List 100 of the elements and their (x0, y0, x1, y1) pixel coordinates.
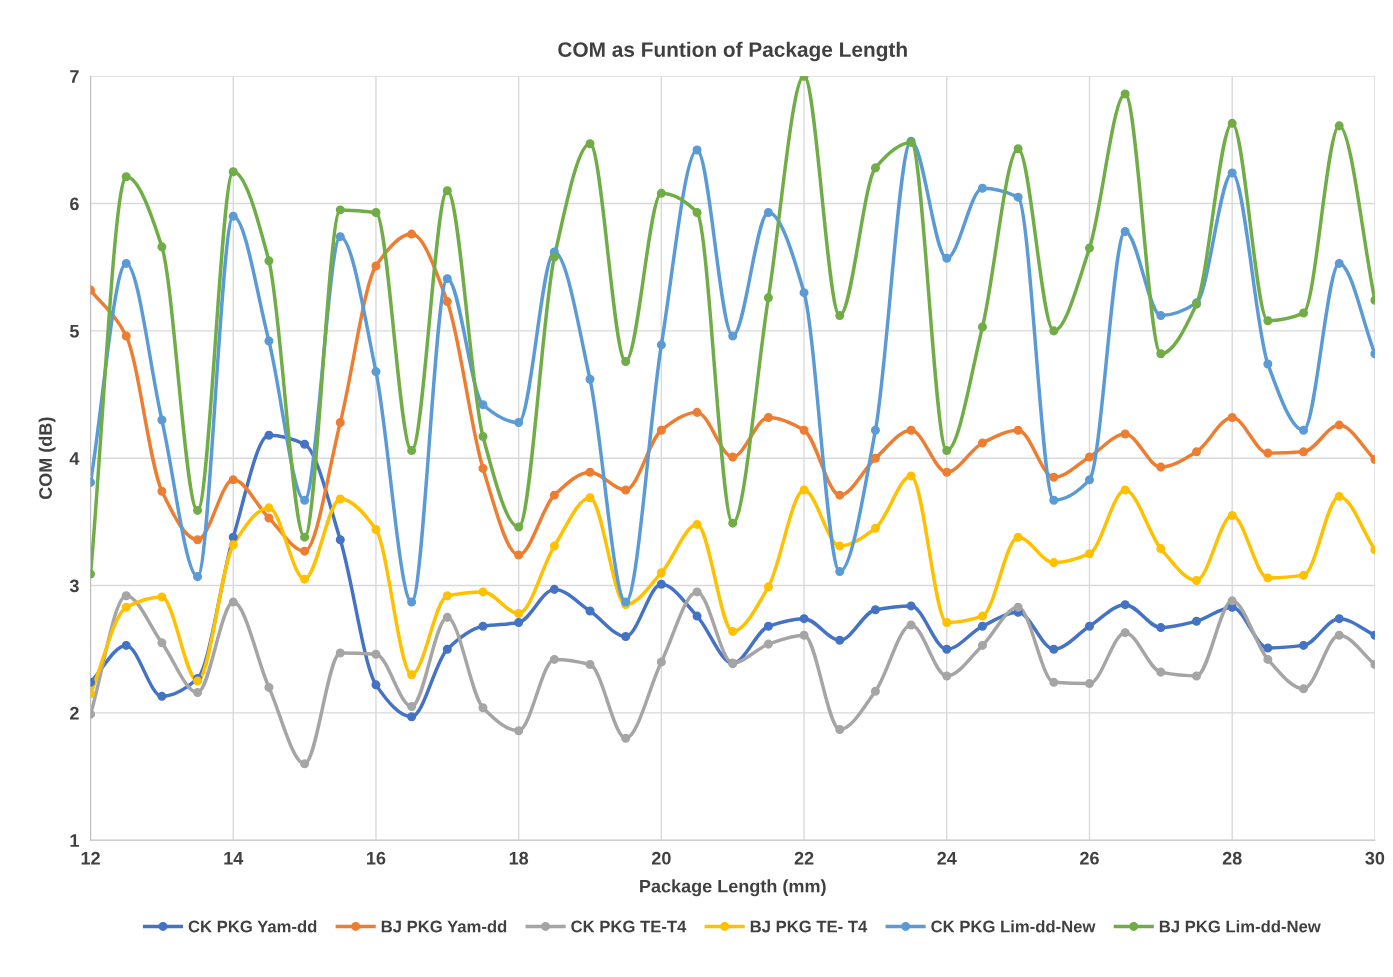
point (514, 617, 524, 627)
point (1227, 596, 1237, 606)
point (906, 471, 916, 481)
point (549, 541, 559, 551)
point (371, 649, 381, 659)
point (442, 186, 452, 196)
point (300, 439, 310, 449)
point (371, 261, 381, 271)
x-tick-label: 12 (81, 851, 100, 865)
point (1084, 679, 1094, 689)
point (407, 702, 417, 712)
x-tick-label: 20 (651, 851, 671, 865)
point (478, 703, 488, 713)
point (193, 505, 203, 515)
point (799, 485, 809, 495)
point (1120, 485, 1130, 495)
point (977, 322, 987, 332)
legend-label: BJ PKG Yam-dd (381, 920, 507, 933)
point (1191, 616, 1202, 626)
point (1334, 491, 1344, 501)
point (407, 670, 417, 680)
point (1013, 425, 1023, 435)
point (763, 582, 773, 592)
point (942, 617, 952, 627)
point (1263, 448, 1273, 458)
point (728, 626, 738, 636)
y-tick-label: 3 (69, 579, 79, 593)
point (1084, 621, 1094, 631)
point (585, 139, 595, 149)
point (870, 523, 880, 533)
point (478, 432, 488, 442)
point (514, 726, 524, 736)
x-tick-label: 28 (1222, 851, 1242, 865)
point (585, 467, 595, 477)
point (870, 605, 880, 615)
point (906, 425, 916, 435)
point (1049, 558, 1059, 568)
point (121, 172, 131, 182)
point (300, 495, 310, 505)
point (1299, 308, 1309, 318)
point (1156, 667, 1166, 677)
point (1263, 654, 1273, 664)
point (121, 258, 131, 268)
point (371, 367, 381, 377)
point (1263, 359, 1273, 369)
point (906, 601, 916, 611)
point (1263, 643, 1273, 653)
point (121, 640, 131, 650)
point (300, 759, 310, 769)
point (264, 513, 274, 523)
point (371, 525, 381, 535)
point (371, 680, 381, 690)
point (692, 611, 702, 621)
point (549, 490, 559, 500)
point (228, 167, 238, 177)
point (264, 256, 274, 266)
y-tick-label: 7 (70, 70, 79, 83)
point (228, 540, 238, 550)
point (728, 331, 738, 341)
point (870, 453, 880, 463)
point (300, 574, 310, 584)
point (621, 485, 631, 495)
point (942, 644, 952, 654)
y-tick-label: 4 (69, 452, 80, 465)
point (264, 336, 274, 346)
point (1334, 630, 1344, 640)
x-tick-label: 26 (1080, 851, 1099, 865)
point (1120, 89, 1130, 99)
point (656, 340, 666, 350)
point (335, 535, 345, 545)
point (1156, 544, 1166, 554)
point (228, 532, 238, 542)
point (228, 211, 238, 221)
point (692, 587, 702, 597)
point (1013, 532, 1023, 542)
point (1191, 447, 1202, 457)
point (1120, 628, 1130, 638)
point (300, 546, 310, 556)
point (1299, 640, 1309, 650)
point (621, 631, 631, 641)
point (157, 638, 167, 648)
point (692, 519, 702, 529)
y-tick-label: 5 (69, 325, 79, 338)
point (1299, 570, 1309, 580)
x-tick-label: 22 (794, 851, 814, 865)
x-axis-title: Package Length (mm) (640, 879, 826, 897)
point (1156, 349, 1166, 359)
y-tick-label: 1 (70, 834, 79, 847)
point (407, 712, 417, 722)
point (977, 183, 987, 193)
point (656, 579, 666, 589)
point (1013, 144, 1023, 154)
point (1013, 192, 1023, 202)
point (442, 591, 452, 601)
point (1084, 549, 1094, 559)
point (1049, 495, 1059, 505)
point (621, 733, 631, 743)
point (1227, 168, 1237, 178)
point (799, 288, 809, 298)
point (1049, 472, 1059, 482)
